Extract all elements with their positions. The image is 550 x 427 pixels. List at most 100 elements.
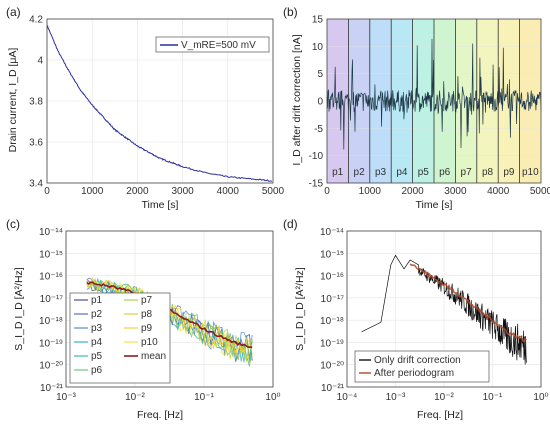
legend-label-p4: p4: [91, 337, 103, 348]
panel-label-b: (b): [283, 5, 298, 19]
xtick-c: 10⁻³: [56, 392, 76, 403]
xtick-a: 4000: [217, 186, 240, 197]
segment-label-p2: p2: [354, 167, 366, 178]
panel-c: (c) Freq. [Hz] 10⁻³ 10⁻² 10⁻¹ 10⁰ 10⁻²¹ 10⁻²⁰…: [6, 217, 281, 421]
panel-d: (d) Freq. [Hz] 10⁻⁴ 10⁻³ 10⁻² 10⁻¹ 10⁰ 10⁻²¹ 1…: [283, 217, 549, 421]
legend-label-p10: p10: [141, 337, 158, 348]
legend-label-p7: p7: [141, 295, 153, 306]
legend-label-d: Only drift correction: [374, 355, 461, 366]
ytick-c: 10⁻¹⁸: [39, 316, 63, 327]
ytick-c: 10⁻¹⁶: [39, 272, 63, 283]
panel-label-d: (d): [283, 217, 298, 231]
panel-a: (a) Time [s] Drain current, I_D [μA] 0 10…: [6, 5, 285, 211]
xtick-a: 3000: [171, 186, 194, 197]
ytick-b: 5: [317, 69, 323, 80]
xtick-a: 1000: [81, 186, 104, 197]
ytick-a: 4: [37, 56, 43, 67]
ytick-a: 4.2: [29, 15, 43, 26]
ytick-d: 10⁻¹⁷: [321, 294, 345, 305]
ytick-a: 3.8: [29, 97, 43, 108]
segment-label-p3: p3: [375, 167, 387, 178]
panel-label-c: (c): [6, 217, 20, 231]
legend-label-p2: p2: [91, 309, 103, 320]
plot-b-frame: [326, 18, 542, 184]
ylabel-c: S_I_D I_D [A²/Hz]: [13, 267, 25, 351]
segment-label-p7: p7: [461, 167, 473, 178]
ytick-c: 10⁻¹⁴: [39, 227, 63, 238]
xtick-a: 5000: [262, 186, 285, 197]
legend-label-p3: p3: [91, 323, 103, 334]
xtick-d: 10⁻²: [434, 392, 454, 403]
xtick-b: 3000: [444, 186, 467, 197]
ylabel-d: S_I_D I_D [A²/Hz]: [294, 267, 306, 351]
ytick-b: -10: [309, 151, 324, 162]
ytick-d: 10⁻¹⁸: [320, 316, 344, 327]
plot-a-frame: [46, 18, 274, 184]
legend-label-p6: p6: [91, 365, 103, 376]
legend-box-d: [354, 350, 490, 383]
panel-b: (b) Time [s] I_D after drift correction …: [283, 5, 550, 211]
ytick-b: 15: [312, 15, 324, 26]
ytick-c: 10⁻¹⁷: [40, 294, 64, 305]
ytick-c: 10⁻¹⁹: [39, 338, 63, 349]
ytick-d: 10⁻¹⁹: [320, 338, 344, 349]
ytick-c: 10⁻²¹: [40, 383, 64, 394]
ylabel-a: Drain current, I_D [μA]: [7, 48, 19, 153]
legend-label-p1: p1: [91, 295, 103, 306]
xtick-d: 10⁻³: [386, 392, 406, 403]
xtick-c: 10⁰: [265, 392, 280, 403]
xlabel-a: Time [s]: [142, 199, 179, 211]
xtick-d: 10⁰: [533, 392, 548, 403]
legend-box-a: [155, 36, 270, 53]
ytick-d: 10⁻²¹: [321, 383, 345, 394]
series-line-a: [46, 25, 273, 182]
ytick-a: 3.6: [29, 138, 43, 149]
panel-label-a: (a): [6, 5, 21, 19]
segment-label-p6: p6: [439, 167, 451, 178]
xtick-d: 10⁻⁴: [337, 392, 358, 403]
xtick-d: 10⁻¹: [483, 392, 503, 403]
legend-label-a: V_mRE=500 mV: [181, 40, 256, 51]
xtick-c: 10⁻²: [125, 392, 145, 403]
xtick-a: 0: [44, 186, 50, 197]
segment-label-p10: p10: [522, 167, 539, 178]
series-line-periodogram: [409, 263, 527, 343]
ytick-b: -15: [309, 179, 324, 190]
segment-label-p4: p4: [396, 167, 408, 178]
xtick-b: 4000: [487, 186, 510, 197]
legend-box-c: [69, 292, 171, 384]
series-line-drift: [361, 254, 527, 365]
legend-label-p8: p8: [141, 309, 153, 320]
ytick-a: 3.4: [29, 179, 43, 190]
xlabel-c: Freq. [Hz]: [137, 409, 183, 421]
xtick-c: 10⁻¹: [194, 392, 214, 403]
ytick-c: 10⁻¹⁵: [39, 249, 63, 260]
xtick-b: 2000: [401, 186, 424, 197]
legend-label-d: After periodogram: [374, 368, 454, 379]
xtick-b: 5000: [530, 186, 550, 197]
xlabel-b: Time [s]: [416, 199, 453, 211]
ytick-d: 10⁻¹⁵: [320, 249, 344, 260]
xtick-a: 2000: [126, 186, 149, 197]
xlabel-d: Freq. [Hz]: [417, 409, 463, 421]
plot-d-frame: [346, 230, 542, 388]
legend-label-p5: p5: [91, 351, 103, 362]
ylabel-b: I_D after drift correction [nA]: [291, 34, 303, 165]
segment-label-p8: p8: [482, 167, 494, 178]
ytick-b: -5: [314, 124, 323, 135]
segment-label-p9: p9: [503, 167, 515, 178]
legend-label-p9: p9: [141, 323, 153, 334]
ytick-d: 10⁻¹⁶: [320, 272, 344, 283]
ytick-d: 10⁻²⁰: [320, 361, 344, 372]
ytick-d: 10⁻¹⁴: [320, 227, 344, 238]
ytick-c: 10⁻²⁰: [39, 361, 63, 372]
legend-label-mean: mean: [141, 351, 166, 362]
ytick-b: 0: [317, 97, 323, 108]
xtick-b: 1000: [359, 186, 382, 197]
segment-label-p1: p1: [332, 167, 344, 178]
segment-label-p5: p5: [418, 167, 430, 178]
plot-c-frame: [65, 230, 274, 388]
xtick-b: 0: [324, 186, 330, 197]
ytick-b: 10: [312, 42, 324, 53]
